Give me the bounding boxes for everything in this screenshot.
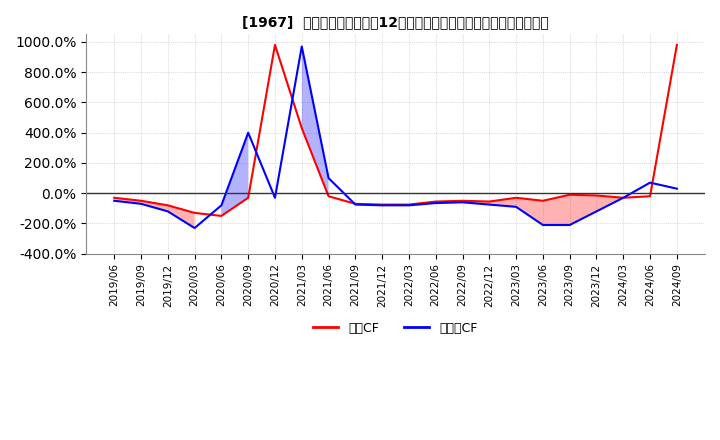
Line: 営業CF: 営業CF (114, 45, 677, 216)
営業CF (271, 42, 279, 48)
フリーCF (619, 195, 628, 200)
フリーCF (297, 44, 306, 49)
フリーCF (485, 202, 494, 207)
フリーCF (351, 202, 360, 207)
営業CF (405, 202, 413, 207)
フリーCF (565, 222, 574, 227)
フリーCF (592, 209, 600, 214)
営業CF (565, 192, 574, 198)
フリーCF (163, 209, 172, 214)
フリーCF (672, 186, 681, 191)
営業CF (431, 199, 440, 204)
営業CF (110, 195, 119, 200)
営業CF (378, 202, 387, 207)
営業CF (137, 198, 145, 203)
Title: [1967]  キャッシュフローの12か月移動合計の対前年同期増減率の推移: [1967] キャッシュフローの12か月移動合計の対前年同期増減率の推移 (242, 15, 549, 29)
営業CF (512, 195, 521, 200)
営業CF (190, 210, 199, 216)
営業CF (297, 125, 306, 131)
フリーCF (137, 201, 145, 206)
フリーCF (244, 130, 253, 136)
営業CF (646, 194, 654, 199)
フリーCF (539, 222, 547, 227)
営業CF (619, 195, 628, 200)
フリーCF (512, 204, 521, 209)
フリーCF (271, 195, 279, 200)
営業CF (458, 198, 467, 203)
フリーCF (217, 203, 225, 208)
フリーCF (190, 225, 199, 231)
フリーCF (405, 203, 413, 208)
営業CF (592, 193, 600, 198)
営業CF (485, 199, 494, 204)
営業CF (539, 198, 547, 203)
営業CF (672, 42, 681, 48)
フリーCF (110, 198, 119, 203)
フリーCF (431, 201, 440, 206)
フリーCF (458, 200, 467, 205)
営業CF (351, 201, 360, 206)
Line: フリーCF: フリーCF (114, 47, 677, 228)
フリーCF (324, 176, 333, 181)
Legend: 営業CF, フリーCF: 営業CF, フリーCF (308, 317, 482, 340)
フリーCF (378, 203, 387, 208)
営業CF (217, 213, 225, 219)
フリーCF (646, 180, 654, 185)
営業CF (324, 194, 333, 199)
営業CF (163, 203, 172, 208)
営業CF (244, 195, 253, 200)
